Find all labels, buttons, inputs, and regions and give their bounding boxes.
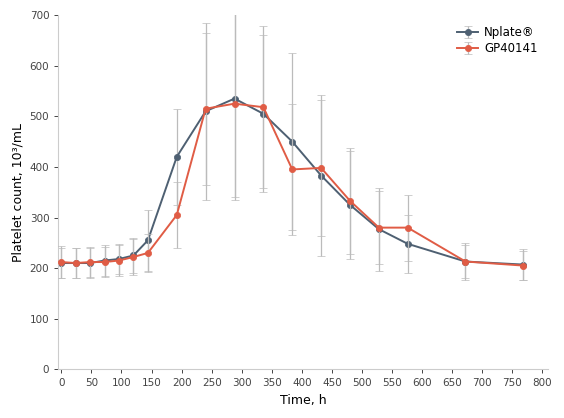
X-axis label: Time, h: Time, h	[280, 394, 327, 407]
Y-axis label: Platelet count, 10³/mL: Platelet count, 10³/mL	[11, 123, 24, 262]
Legend: Nplate®, GP40141: Nplate®, GP40141	[452, 21, 543, 60]
